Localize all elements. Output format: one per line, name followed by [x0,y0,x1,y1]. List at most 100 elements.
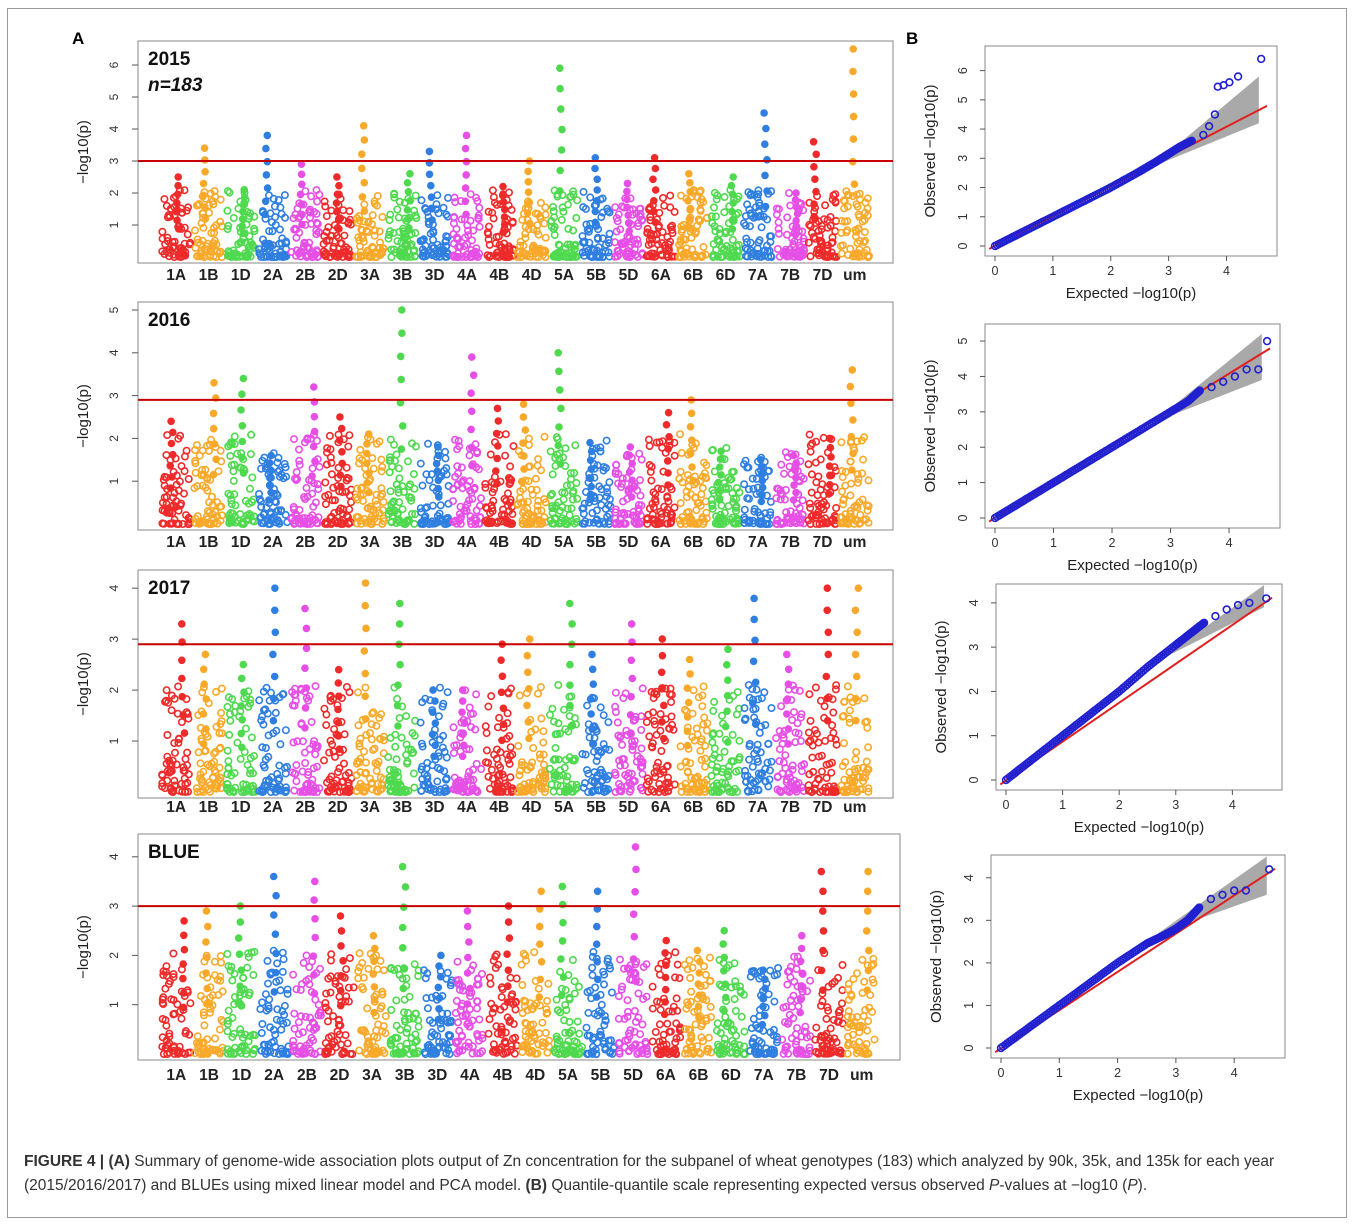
snp-point [315,190,324,199]
snp-peak-point [499,182,507,191]
snp-peak-point [202,907,211,915]
snp-peak-point [272,891,280,900]
snp-point [264,191,273,200]
snp-peak-point [567,722,576,730]
x-tick-label: um [843,267,866,284]
snp-point [407,230,416,239]
snp-point [860,228,869,237]
snp-point [593,235,602,244]
snp-peak-point [520,465,528,473]
snp-point [734,240,743,249]
snp-peak-point [589,680,598,689]
snp-peak-point [623,179,632,188]
snp-point [666,203,675,212]
snp-peak-point [428,708,437,717]
snp-peak-point [822,672,831,681]
snp-peak-point [310,383,318,391]
snp-peak-point [727,181,736,190]
snp-point [186,238,195,247]
snp-point [757,223,766,232]
snp-peak-point [627,692,635,701]
snp-point [307,192,316,201]
snp-peak-point [793,210,802,218]
snp-peak-point [683,684,692,693]
snp-peak-point [462,171,471,179]
snp-peak-point [209,470,218,479]
snp-point [729,252,738,261]
snp-point [711,227,720,236]
snp-point [268,515,277,524]
snp-point [420,247,429,256]
snp-point [295,460,304,469]
snp-point [782,230,791,239]
snp-peak-point [265,496,273,504]
snp-peak-point [428,730,437,739]
snp-point [860,236,869,245]
snp-point [370,197,379,206]
snp-peak-point [462,131,471,140]
snp-peak-point [826,443,835,452]
snp-peak-point [301,704,310,712]
y-tick-label: 1 [107,737,121,744]
snp-peak-point [685,170,693,178]
snp-peak-point [587,482,596,491]
snp-peak-point [627,729,635,737]
x-tick-label: 6B [683,267,703,284]
snp-point [247,430,256,439]
snp-peak-point [263,131,272,140]
y-tick-label: 2 [107,952,121,959]
x-tick-label: 1B [199,1067,219,1084]
snp-point [386,210,395,219]
snp-peak-point [467,425,475,434]
y-axis-label: −log10(p) [75,915,92,979]
snp-peak-point [850,180,859,188]
snp-peak-point [592,197,601,205]
chromosome-2D: 2D [319,173,355,284]
snp-point [658,194,667,203]
snp-peak-point [686,670,694,678]
snp-peak-point [310,971,318,979]
snp-point [280,191,289,200]
snp-point [558,248,567,257]
snp-peak-point [360,136,369,144]
snp-point [265,227,274,236]
snp-peak-point [749,699,757,708]
snp-peak-point [430,752,438,761]
snp-peak-point [498,736,506,745]
chromosome-2A: 2A [255,449,292,551]
snp-peak-point [406,197,415,205]
snp-point [633,235,642,244]
snp-peak-point [684,197,692,205]
snp-peak-point [686,188,695,196]
snp-peak-point [361,715,370,723]
snp-peak-point [557,146,566,154]
snp-point [754,206,763,215]
snp-peak-point [658,651,667,660]
snp-point [539,248,548,257]
snp-point [225,188,234,197]
snp-point [838,241,847,250]
snp-peak-point [651,218,660,227]
y-tick-label: 3 [107,902,121,909]
x-tick-label: 2B [295,534,315,551]
snp-point [675,240,684,249]
snp-point [774,229,783,238]
snp-point [209,200,218,209]
snp-point [784,189,793,198]
snp-point [289,435,298,444]
panel-a-label: A [72,29,84,48]
snp-peak-point [363,449,371,458]
snp-peak-point [269,872,278,881]
x-tick-label: 1D [231,799,251,816]
snp-point [861,208,870,217]
snp-point [345,431,354,440]
snp-peak-point [716,455,725,463]
snp-peak-point [763,156,771,164]
snp-peak-point [272,968,280,977]
x-tick-label: 4A [457,267,477,284]
snp-peak-point [627,484,635,493]
snp-point [666,191,675,200]
snp-peak-point [338,459,347,468]
snp-point [711,212,720,221]
snp-point [264,519,273,528]
